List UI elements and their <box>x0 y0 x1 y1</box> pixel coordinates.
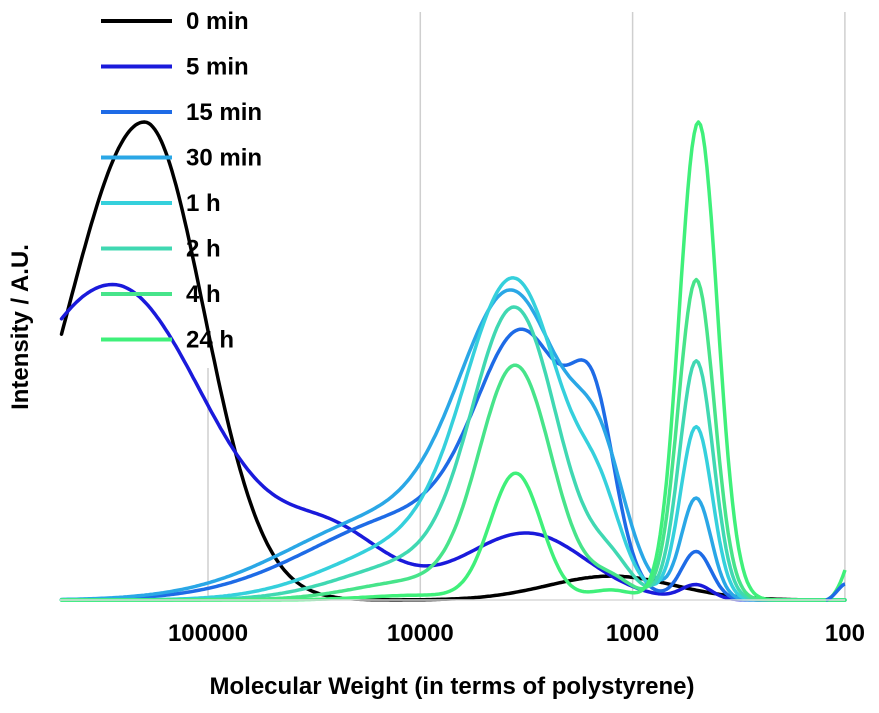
x-tick-label: 1000 <box>606 620 659 647</box>
grid-layer <box>207 12 846 600</box>
y-axis-title: Intensity / A.U. <box>7 244 34 410</box>
x-tick-labels: 100000 10000 1000 100 <box>168 620 865 647</box>
legend-label: 1 h <box>186 190 221 217</box>
x-axis-title: Molecular Weight (in terms of polystyren… <box>210 673 695 700</box>
x-tick-label: 10000 <box>387 620 454 647</box>
series-layer <box>59 120 847 602</box>
x-tick-label: 100000 <box>168 620 248 647</box>
series-line-15-min <box>59 327 847 602</box>
legend-label: 2 h <box>186 236 221 263</box>
legend: 0 min 5 min 15 min 30 min 1 h 2 h 4 h 24 h <box>101 8 262 354</box>
series-line-30-min <box>59 288 847 602</box>
legend-label: 30 min <box>186 145 262 172</box>
legend-label: 4 h <box>186 281 221 308</box>
legend-label: 5 min <box>186 54 249 81</box>
legend-label: 15 min <box>186 99 262 126</box>
edge-tail-1 <box>825 582 846 602</box>
series-line-5-min <box>59 282 847 602</box>
legend-label: 24 h <box>186 327 234 354</box>
x-tick-label: 100 <box>825 620 865 647</box>
legend-label: 0 min <box>186 8 249 35</box>
